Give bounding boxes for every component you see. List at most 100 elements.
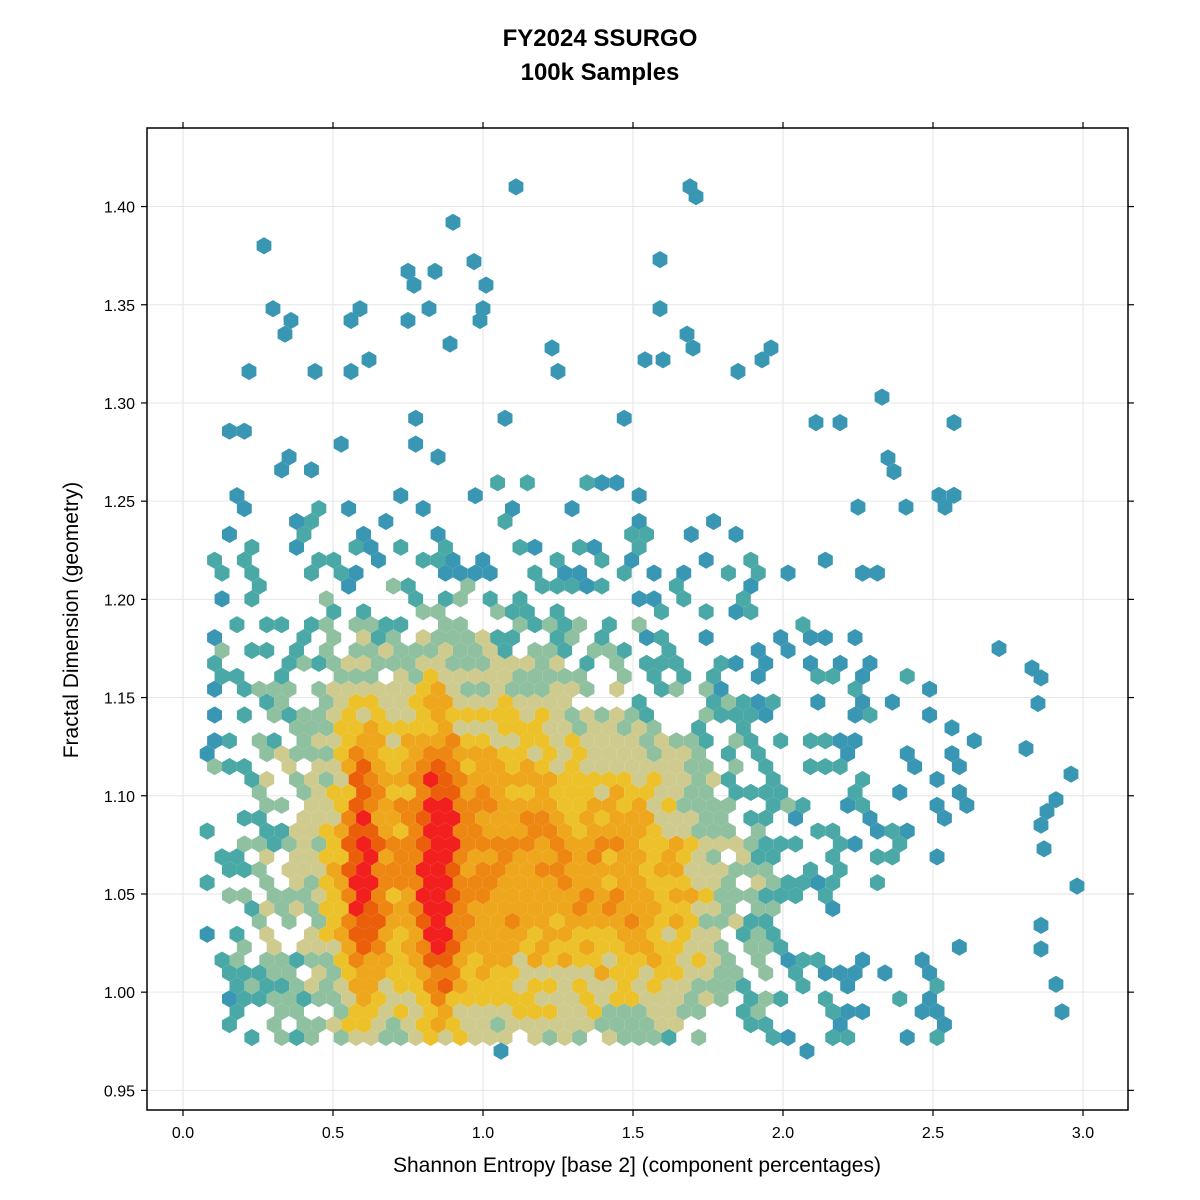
- hexbin-cell: [743, 577, 759, 595]
- hexbin-cell: [668, 938, 684, 956]
- hexbin-cell: [452, 977, 468, 995]
- hexbin-cell: [624, 861, 640, 879]
- hexbin-cell: [438, 564, 453, 582]
- hexbin-cell: [385, 938, 401, 956]
- hexbin-cell: [572, 1028, 587, 1047]
- hexbin-cell: [676, 770, 692, 789]
- hexbin-cell: [482, 796, 498, 814]
- hexbin-cell: [363, 899, 379, 918]
- hexbin-cell: [519, 964, 535, 982]
- hexbin-cell: [683, 861, 699, 879]
- hexbin-cell: [534, 912, 550, 930]
- hexbin-cell: [564, 732, 580, 750]
- hexbin-cell: [609, 758, 625, 776]
- hexbin-cell: [467, 1028, 483, 1047]
- hexbin-cell: [475, 706, 491, 724]
- hexbin-cell: [311, 654, 327, 672]
- hexbin-cell: [348, 796, 364, 814]
- hexbin-cell: [765, 770, 781, 789]
- hexbin-cell: [326, 1016, 342, 1034]
- hexbin-cell: [393, 899, 409, 918]
- hexbin-cell: [408, 874, 424, 892]
- hexbin-cell: [341, 861, 357, 879]
- hexbin-cell: [452, 848, 468, 866]
- hexbin-cell: [371, 706, 386, 724]
- hexbin-outlier: [352, 300, 368, 318]
- hexbin-cell: [311, 861, 327, 879]
- hexbin-cell: [661, 745, 677, 763]
- hexbin-cell: [780, 796, 796, 814]
- hexbin-cell: [415, 732, 431, 750]
- hexbin-cell: [758, 964, 774, 982]
- hexbin-cell: [475, 887, 491, 905]
- hexbin-cell: [542, 977, 558, 995]
- hexbin-cell: [855, 667, 870, 685]
- hexbin-cell: [676, 667, 692, 685]
- hexbin-outlier: [343, 311, 359, 330]
- hexbin-cell: [236, 990, 252, 1008]
- hexbin-cell: [594, 629, 610, 647]
- hexbin-cell: [624, 887, 640, 905]
- hexbin-cell: [646, 977, 662, 995]
- hexbin-cell: [266, 680, 282, 698]
- hexbin-cell: [393, 770, 409, 789]
- hexbin-cell: [549, 680, 565, 698]
- hexbin-cell: [691, 822, 707, 840]
- hexbin-cell: [490, 732, 505, 750]
- hexbin-cell: [400, 990, 416, 1008]
- hexbin-cell: [356, 783, 371, 801]
- hexbin-cell: [631, 796, 647, 814]
- hexbin-cell: [348, 641, 364, 660]
- hexbin-cell: [631, 822, 647, 840]
- hexbin-cell: [326, 603, 342, 621]
- hexbin-cell: [691, 899, 707, 918]
- hexbin-cell: [631, 874, 647, 892]
- hexbin-cell: [557, 925, 573, 943]
- hexbin-cell: [557, 564, 573, 582]
- hexbin-cell: [519, 474, 535, 492]
- hexbin-cell: [735, 693, 751, 711]
- hexbin-cell: [803, 654, 818, 672]
- hexbin-cell: [728, 887, 744, 905]
- hexbin-cell: [400, 680, 416, 698]
- hexbin-cell: [907, 758, 923, 776]
- hexbin-cell: [728, 783, 744, 801]
- hexbin-cell: [788, 809, 803, 827]
- hexbin-cell: [497, 693, 513, 711]
- hexbin-cell: [549, 861, 565, 879]
- hexbin-cell: [527, 848, 543, 866]
- hexbin-cell: [721, 951, 736, 969]
- hexbin-cell: [624, 525, 640, 543]
- hexbin-cell: [289, 745, 304, 763]
- hexbin-cell: [765, 796, 781, 814]
- hexbin-cell: [579, 577, 595, 595]
- hexbin-cell: [296, 861, 312, 879]
- hexbin-cell: [564, 629, 580, 647]
- hexbin-cell: [199, 874, 215, 892]
- hexbin-cell: [698, 629, 714, 647]
- hexbin-cell: [870, 822, 885, 840]
- hexbin-cell: [222, 758, 237, 776]
- x-tick-label: 1.0: [472, 1125, 494, 1142]
- hexbin-cell: [721, 745, 736, 763]
- hexbin-cell: [668, 783, 684, 801]
- hexbin-cell: [758, 990, 774, 1008]
- hexbin-cell: [572, 667, 587, 685]
- hexbin-cell: [601, 719, 617, 737]
- hexbin-cell: [654, 912, 669, 930]
- hexbin-cell: [579, 1016, 595, 1034]
- hexbin-cell: [572, 745, 587, 763]
- hexbin-cell: [832, 1016, 848, 1034]
- hexbin-cell: [527, 874, 543, 892]
- hexbin-cell: [594, 964, 610, 982]
- hexbin-cell: [408, 925, 424, 943]
- hexbin-cell: [452, 796, 468, 814]
- hexbin-cell: [847, 835, 863, 853]
- hexbin-cell: [609, 654, 625, 672]
- hexbin-cell: [609, 706, 625, 724]
- hexbin-cell: [460, 1016, 476, 1034]
- hexbin-cell: [318, 925, 334, 943]
- hexbin-cell: [304, 1028, 319, 1047]
- hexbin-cell: [445, 990, 461, 1008]
